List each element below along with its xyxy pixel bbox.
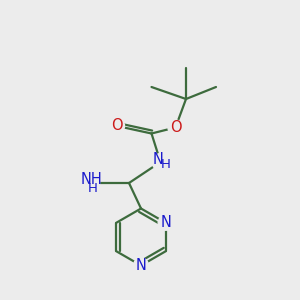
Circle shape	[80, 173, 100, 193]
Text: O: O	[111, 118, 123, 134]
Circle shape	[168, 120, 183, 135]
Text: N: N	[160, 215, 171, 230]
Text: N: N	[136, 258, 146, 273]
Text: H: H	[161, 158, 171, 172]
Circle shape	[158, 215, 173, 230]
Text: O: O	[170, 120, 181, 135]
Text: NH: NH	[81, 172, 102, 187]
Circle shape	[134, 258, 148, 273]
Text: N: N	[153, 152, 164, 167]
Circle shape	[152, 154, 169, 170]
Text: H: H	[88, 182, 97, 195]
Circle shape	[110, 118, 124, 134]
